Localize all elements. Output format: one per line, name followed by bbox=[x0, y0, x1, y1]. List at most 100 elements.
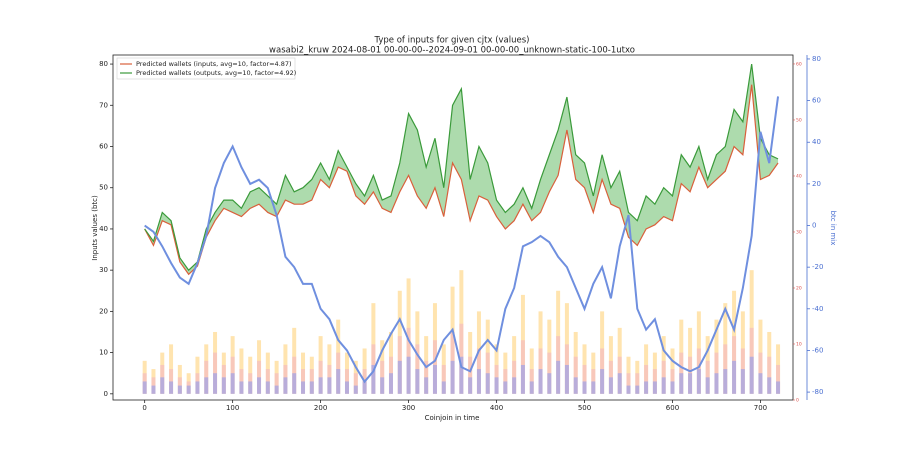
bar bbox=[441, 381, 446, 394]
bar bbox=[221, 377, 226, 394]
bar bbox=[626, 373, 631, 394]
y2-tick-label: 60 bbox=[812, 97, 821, 105]
bar bbox=[274, 385, 279, 394]
bar bbox=[336, 369, 341, 394]
bar bbox=[696, 369, 701, 394]
bar bbox=[476, 369, 481, 394]
bar bbox=[432, 364, 437, 394]
bar bbox=[714, 373, 719, 394]
bar bbox=[644, 381, 649, 394]
x-tick-label: 500 bbox=[578, 404, 591, 412]
bar bbox=[204, 377, 209, 394]
bar bbox=[318, 377, 323, 394]
bar bbox=[450, 360, 455, 394]
fill-between bbox=[144, 64, 779, 275]
bar bbox=[608, 377, 613, 394]
bar bbox=[529, 381, 534, 394]
bar bbox=[776, 381, 781, 394]
x-tick-label: 200 bbox=[314, 404, 327, 412]
y-tick-label: 60 bbox=[99, 143, 108, 151]
y2-tick-label: -40 bbox=[812, 305, 823, 313]
bar bbox=[679, 373, 684, 394]
bar bbox=[239, 381, 244, 394]
bar bbox=[732, 360, 737, 394]
legend-label: Predicted wallets (inputs, avg=10, facto… bbox=[136, 60, 292, 68]
y2-tick-label: -60 bbox=[812, 346, 823, 354]
line bbox=[144, 63, 779, 272]
bar bbox=[380, 377, 385, 394]
bar bbox=[688, 373, 693, 394]
line bbox=[144, 96, 780, 384]
y2-axis-label: btc in mix bbox=[829, 211, 837, 246]
bar bbox=[520, 364, 525, 394]
bar bbox=[397, 360, 402, 394]
x-axis-label: Coinjoin in time bbox=[425, 414, 480, 422]
y3-tick-label: 10 bbox=[796, 341, 802, 347]
bar bbox=[661, 377, 666, 394]
bar bbox=[573, 377, 578, 394]
bar bbox=[186, 385, 191, 394]
bar bbox=[652, 381, 657, 394]
bar bbox=[617, 373, 622, 394]
bar bbox=[573, 356, 578, 394]
y2-tick-label: 80 bbox=[812, 55, 821, 63]
y-axis-label: Inputs values (btc) bbox=[91, 195, 99, 261]
bar bbox=[758, 373, 763, 394]
x-tick-label: 600 bbox=[666, 404, 679, 412]
bar bbox=[353, 385, 358, 394]
bar bbox=[283, 377, 288, 394]
y2-tick-label: 0 bbox=[812, 222, 816, 230]
bar bbox=[547, 373, 552, 394]
bar bbox=[503, 381, 508, 394]
bar bbox=[415, 369, 420, 394]
bar bbox=[740, 369, 745, 394]
x-tick-label: 400 bbox=[490, 404, 503, 412]
bar bbox=[344, 381, 349, 394]
bar bbox=[485, 373, 490, 394]
legend-box bbox=[116, 57, 296, 80]
line bbox=[144, 84, 779, 276]
bar bbox=[230, 373, 235, 394]
bar bbox=[301, 381, 306, 394]
y-tick-label: 0 bbox=[104, 390, 108, 398]
chart-title: Type of inputs for given cjtx (values) bbox=[374, 36, 530, 46]
bar bbox=[371, 364, 376, 394]
bar bbox=[600, 369, 605, 394]
y2-tick-label: 40 bbox=[812, 138, 821, 146]
bar bbox=[635, 373, 640, 394]
bar bbox=[459, 356, 464, 394]
bar bbox=[556, 360, 561, 394]
y2-tick-label: -80 bbox=[812, 388, 823, 396]
bar bbox=[776, 364, 781, 394]
bar bbox=[406, 356, 411, 394]
bar bbox=[582, 364, 587, 394]
bar bbox=[626, 385, 631, 394]
bar bbox=[767, 377, 772, 394]
bar bbox=[292, 373, 297, 394]
bar bbox=[705, 377, 710, 394]
y-tick-label: 20 bbox=[99, 307, 108, 315]
bar bbox=[749, 356, 754, 394]
x-tick-label: 0 bbox=[142, 404, 146, 412]
y3-tick-label: 20 bbox=[796, 285, 802, 291]
legend-label: Predicted wallets (outputs, avg=10, fact… bbox=[136, 69, 296, 77]
bar bbox=[415, 344, 420, 394]
bar bbox=[494, 377, 499, 394]
bar bbox=[441, 364, 446, 394]
bar bbox=[353, 373, 358, 394]
bar bbox=[591, 381, 596, 394]
bar bbox=[635, 385, 640, 394]
x-tick-label: 100 bbox=[226, 404, 239, 412]
bar bbox=[723, 344, 728, 394]
y2-tick-label: -20 bbox=[812, 263, 823, 271]
bar bbox=[582, 381, 587, 394]
bar bbox=[362, 381, 367, 394]
bar bbox=[670, 381, 675, 394]
bar bbox=[564, 364, 569, 394]
bar bbox=[248, 381, 253, 394]
bar bbox=[265, 381, 270, 394]
chart-subtitle: wasabi2_kruw 2024-08-01 00-00-00--2024-0… bbox=[269, 46, 635, 56]
bar bbox=[468, 377, 473, 394]
bar bbox=[169, 344, 174, 394]
y-tick-label: 30 bbox=[99, 266, 108, 274]
